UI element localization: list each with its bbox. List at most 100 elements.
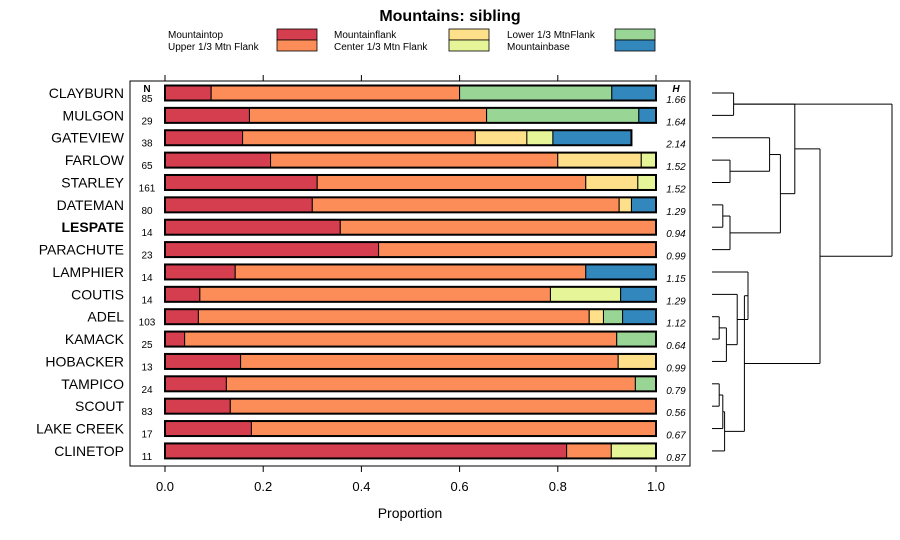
row-n: 23 — [141, 251, 153, 262]
row-h: 0.79 — [666, 386, 686, 397]
bar-segment — [311, 196, 620, 213]
row-n: 17 — [141, 430, 153, 441]
bar-segment — [557, 152, 642, 169]
bar-segment — [164, 375, 227, 392]
legend-swatch — [614, 28, 656, 41]
row-n: 80 — [141, 206, 153, 217]
row-label: COUTIS — [71, 286, 124, 302]
bar-segment — [620, 286, 657, 303]
bar-segment — [164, 353, 242, 370]
legend-label: Upper 1/3 Mtn Flank — [168, 42, 260, 53]
bar-segment — [622, 308, 657, 325]
row-n: 83 — [141, 407, 153, 418]
bar-segment — [588, 308, 604, 325]
bar-outline — [164, 173, 657, 191]
row-label: KAMACK — [65, 331, 125, 347]
bar-outline — [164, 106, 657, 124]
bar-segment — [552, 129, 632, 146]
bar-segment — [164, 107, 250, 124]
h-column-header: H — [672, 84, 680, 95]
bar-segment — [640, 152, 657, 169]
x-tick-label: 0.6 — [451, 479, 469, 494]
row-label: GATEVIEW — [51, 130, 125, 146]
row-h: 0.64 — [666, 341, 686, 352]
x-tick-label: 0.4 — [352, 479, 370, 494]
n-column-header: N — [143, 84, 150, 95]
bar-segment — [566, 442, 612, 459]
row-n: 65 — [141, 161, 153, 172]
chart-title: Mountains: sibling — [379, 8, 520, 25]
bar-segment — [378, 241, 657, 258]
row-n: 13 — [141, 362, 153, 373]
legend-swatch — [276, 28, 318, 41]
row-h: 0.56 — [666, 408, 686, 419]
row-label: DATEMAN — [57, 197, 124, 213]
legend-swatch — [448, 39, 490, 52]
x-tick-label: 0.0 — [156, 479, 174, 494]
bar-segment — [634, 375, 657, 392]
row-n: 38 — [141, 139, 153, 150]
row-h: 0.87 — [666, 453, 686, 464]
bar-outline — [164, 397, 657, 415]
bar-segment — [339, 219, 657, 236]
bar-segment — [474, 129, 528, 146]
bar-segment — [549, 286, 622, 303]
bar-segment — [637, 174, 657, 191]
bar-segment — [602, 308, 624, 325]
row-label: SCOUT — [75, 398, 124, 414]
bar-segment — [585, 174, 639, 191]
bar-segment — [610, 442, 657, 459]
bar-outline — [164, 241, 657, 259]
bar-segment — [164, 241, 380, 258]
bar-segment — [184, 331, 618, 348]
bar-outline — [164, 308, 657, 326]
bar-segment — [164, 286, 201, 303]
legend-swatch — [448, 28, 490, 41]
bar-outline — [164, 196, 657, 214]
bar-segment — [638, 107, 657, 124]
x-tick-label: 0.2 — [254, 479, 272, 494]
legend-swatch — [614, 39, 656, 52]
legend-label: Mountainbase — [507, 42, 570, 53]
bar-segment — [459, 85, 613, 101]
row-n: 24 — [141, 385, 153, 396]
x-tick-label: 0.8 — [549, 479, 567, 494]
bar-segment — [225, 375, 636, 392]
bar-segment — [316, 174, 587, 191]
row-label: STARLEY — [61, 174, 124, 190]
bar-segment — [164, 219, 341, 236]
row-label: HOBACKER — [45, 353, 124, 369]
bar-outline — [164, 420, 657, 438]
bar-segment — [618, 196, 632, 213]
legend-label: Mountaintop — [168, 30, 223, 41]
bar-segment — [210, 85, 461, 101]
row-n: 161 — [139, 183, 156, 194]
row-n: 103 — [139, 318, 156, 329]
row-h: 1.52 — [666, 184, 686, 195]
bar-segment — [164, 263, 236, 280]
row-h: 1.12 — [666, 319, 686, 330]
bar-segment — [164, 85, 212, 101]
bar-segment — [250, 420, 657, 437]
plot-frame — [129, 80, 691, 467]
row-n: 14 — [141, 228, 153, 239]
bar-outline — [164, 352, 657, 370]
dendrogram — [712, 92, 893, 452]
row-label: LESPATE — [62, 219, 125, 235]
bar-segment — [164, 420, 252, 437]
row-n: 29 — [141, 116, 153, 127]
bar-outline — [164, 129, 633, 147]
legend-label: Lower 1/3 MtnFlank — [507, 30, 596, 41]
row-label: CLAYBURN — [49, 85, 124, 101]
row-n: 25 — [141, 340, 153, 351]
bar-segment — [526, 129, 554, 146]
bar-segment — [164, 152, 272, 169]
row-label: PARACHUTE — [39, 242, 124, 258]
bar-segment — [164, 129, 244, 146]
row-n: 85 — [141, 94, 153, 105]
row-n: 14 — [141, 295, 153, 306]
x-axis: 0.0 0.2 0.4 0.6 0.8 1.0 — [156, 75, 665, 494]
bar-segment — [164, 196, 313, 213]
bar-outline — [164, 84, 657, 102]
